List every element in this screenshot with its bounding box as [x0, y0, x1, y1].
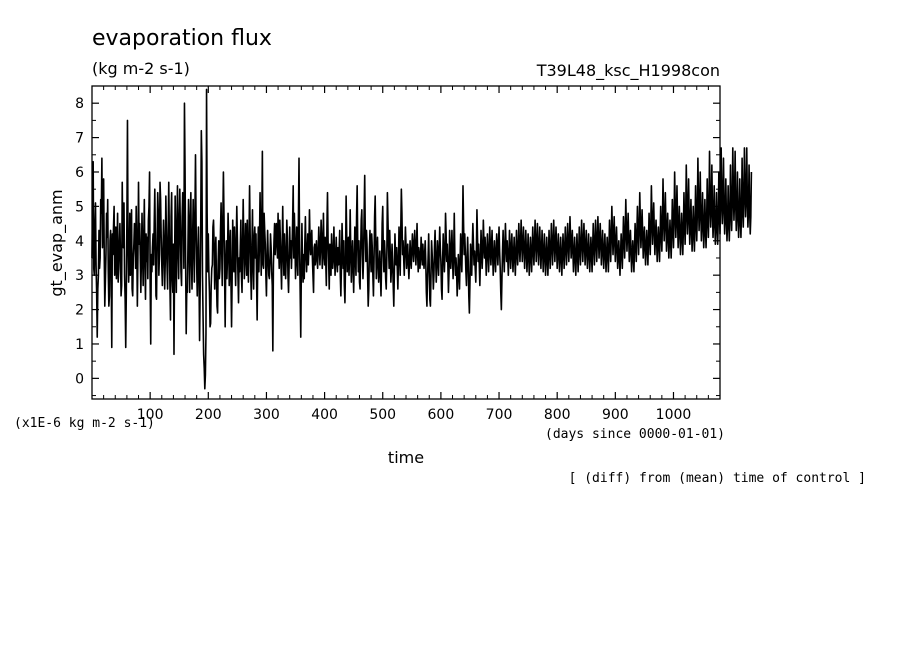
x-tick-label: 300 [253, 407, 280, 423]
x-tick-label: 900 [602, 407, 629, 423]
y-tick-label: 1 [75, 337, 84, 353]
x-tick-label: 600 [428, 407, 455, 423]
y-tick-label: 0 [75, 371, 84, 387]
footnote: [ (diff) from (mean) time of control ] [569, 471, 866, 486]
y-tick-label: 3 [75, 268, 84, 284]
x-tick-label: 700 [486, 407, 513, 423]
x-axis-label: time [388, 448, 424, 467]
x-unit-note: (days since 0000-01-01) [545, 427, 725, 442]
run-label: T39L48_ksc_H1998con [536, 61, 720, 81]
y-tick-label: 5 [75, 199, 84, 215]
x-tick-label: 500 [369, 407, 396, 423]
series-line-0 [91, 88, 753, 390]
chart-subtitle: (kg m-2 s-1) [92, 59, 190, 78]
chart-title: evaporation flux [92, 26, 272, 51]
x-tick-label: 1000 [656, 407, 692, 423]
y-tick-label: 2 [75, 303, 84, 319]
y-tick-label: 8 [75, 96, 84, 112]
x-tick-label: 200 [195, 407, 222, 423]
y-tick-label: 6 [75, 165, 84, 181]
x-tick-label: 800 [544, 407, 571, 423]
y-axis-label: gt_evap_anm [47, 189, 67, 296]
y-tick-label: 7 [75, 131, 84, 147]
x-tick-label: 400 [311, 407, 338, 423]
y-unit-note: (x1E-6 kg m-2 s-1) [14, 416, 155, 431]
x-tick-label: 100 [137, 407, 164, 423]
y-tick-label: 4 [75, 234, 84, 250]
